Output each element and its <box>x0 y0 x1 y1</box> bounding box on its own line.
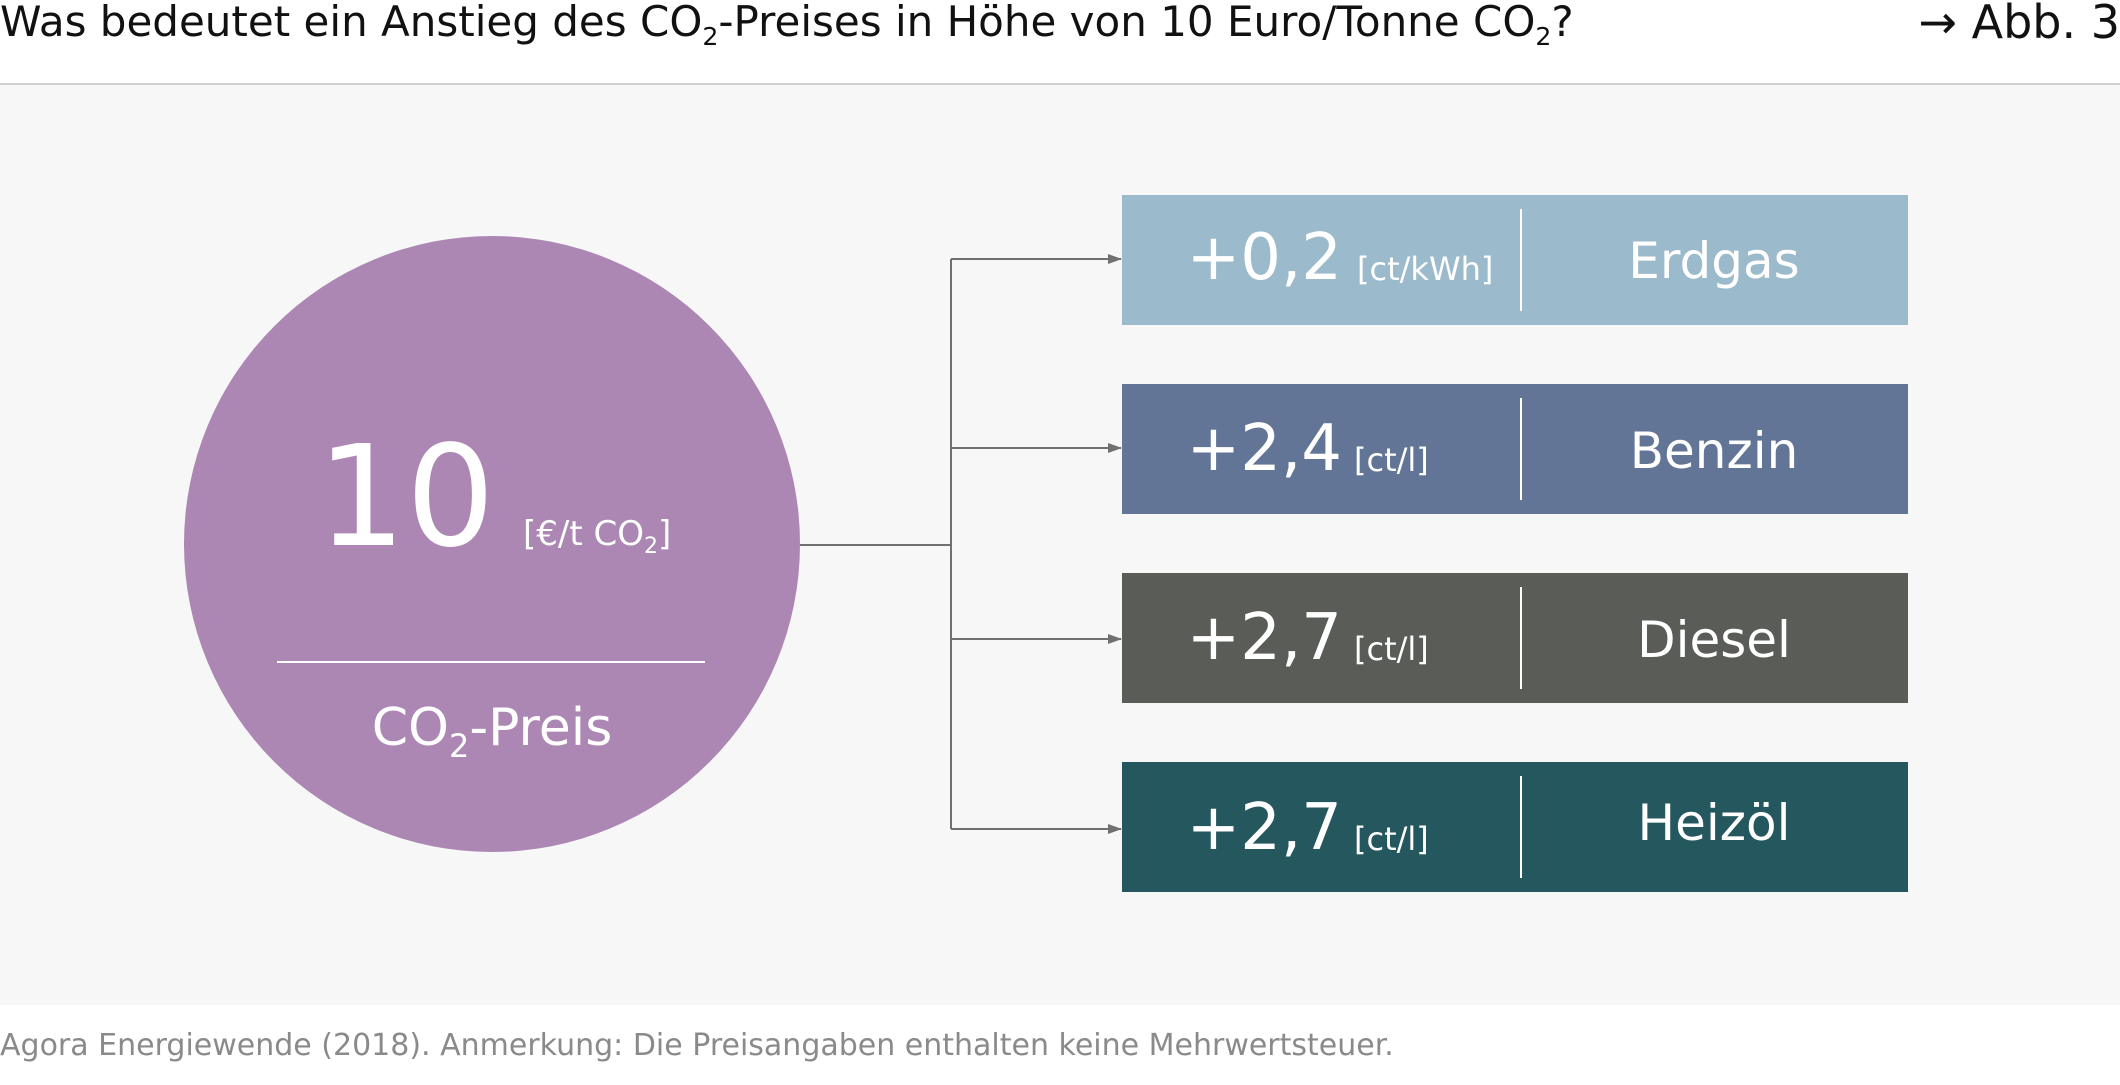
page-title: Was bedeutet ein Anstieg des CO2-Preises… <box>0 0 1574 52</box>
co2-price-node: 10 [€/t CO2] CO2-Preis <box>184 236 800 852</box>
fuel-row-name: Heizöl <box>1638 794 1791 852</box>
fuel-row-name: Erdgas <box>1628 232 1799 290</box>
title-subscript-1: 2 <box>702 21 719 51</box>
fuel-row-unit: [ct/l] <box>1354 820 1429 858</box>
fuel-row-price: +2,7 <box>1187 601 1342 675</box>
source-note: Agora Energiewende (2018). Anmerkung: Di… <box>0 1028 1394 1063</box>
fuel-row-benzin: +2,4 [ct/l] Benzin <box>1122 384 1908 514</box>
fuel-row-box <box>1122 573 1908 703</box>
co2-price-unit-subscript: 2 <box>644 534 658 559</box>
co2-price-unit-close: ] <box>658 514 671 554</box>
connector-lines <box>800 254 1122 834</box>
co2-price-label-suffix: -Preis <box>469 698 612 758</box>
co2-price-unit: [€/t CO2] <box>523 514 671 559</box>
fuel-row-box <box>1122 195 1908 325</box>
co2-price-circle <box>184 236 800 852</box>
co2-price-label: CO2-Preis <box>372 698 613 765</box>
co2-price-label-text: CO <box>372 698 449 758</box>
header-divider <box>0 83 2120 85</box>
fuel-row-unit: [ct/kWh] <box>1357 250 1493 288</box>
figure-reference: → Abb. 3 <box>1918 0 2120 49</box>
title-text-3: ? <box>1551 0 1574 46</box>
title-text-2: -Preises in Höhe von 10 Euro/Tonne CO <box>718 0 1536 46</box>
fuel-row-price: +0,2 <box>1187 221 1342 295</box>
title-text-1: Was bedeutet ein Anstieg des CO <box>0 0 703 46</box>
fuel-row-unit: [ct/l] <box>1354 630 1429 668</box>
fuel-row-diesel: +2,7 [ct/l] Diesel <box>1122 573 1908 703</box>
title-subscript-2: 2 <box>1535 21 1552 51</box>
fuel-row-heizoel: +2,7 [ct/l] Heizöl <box>1122 762 1908 892</box>
fuel-row-unit: [ct/l] <box>1354 441 1429 479</box>
fuel-row-erdgas: +0,2 [ct/kWh] Erdgas <box>1122 195 1908 325</box>
fuel-row-name: Benzin <box>1630 422 1799 480</box>
fuel-row-price: +2,7 <box>1187 791 1342 865</box>
fuel-row-name: Diesel <box>1637 611 1791 669</box>
co2-price-unit-text: [€/t CO <box>523 514 644 554</box>
co2-price-value: 10 <box>317 416 495 579</box>
fuel-row-price: +2,4 <box>1187 412 1342 486</box>
fuel-row-box <box>1122 384 1908 514</box>
fuel-row-box <box>1122 762 1908 892</box>
co2-price-label-subscript: 2 <box>449 727 469 765</box>
